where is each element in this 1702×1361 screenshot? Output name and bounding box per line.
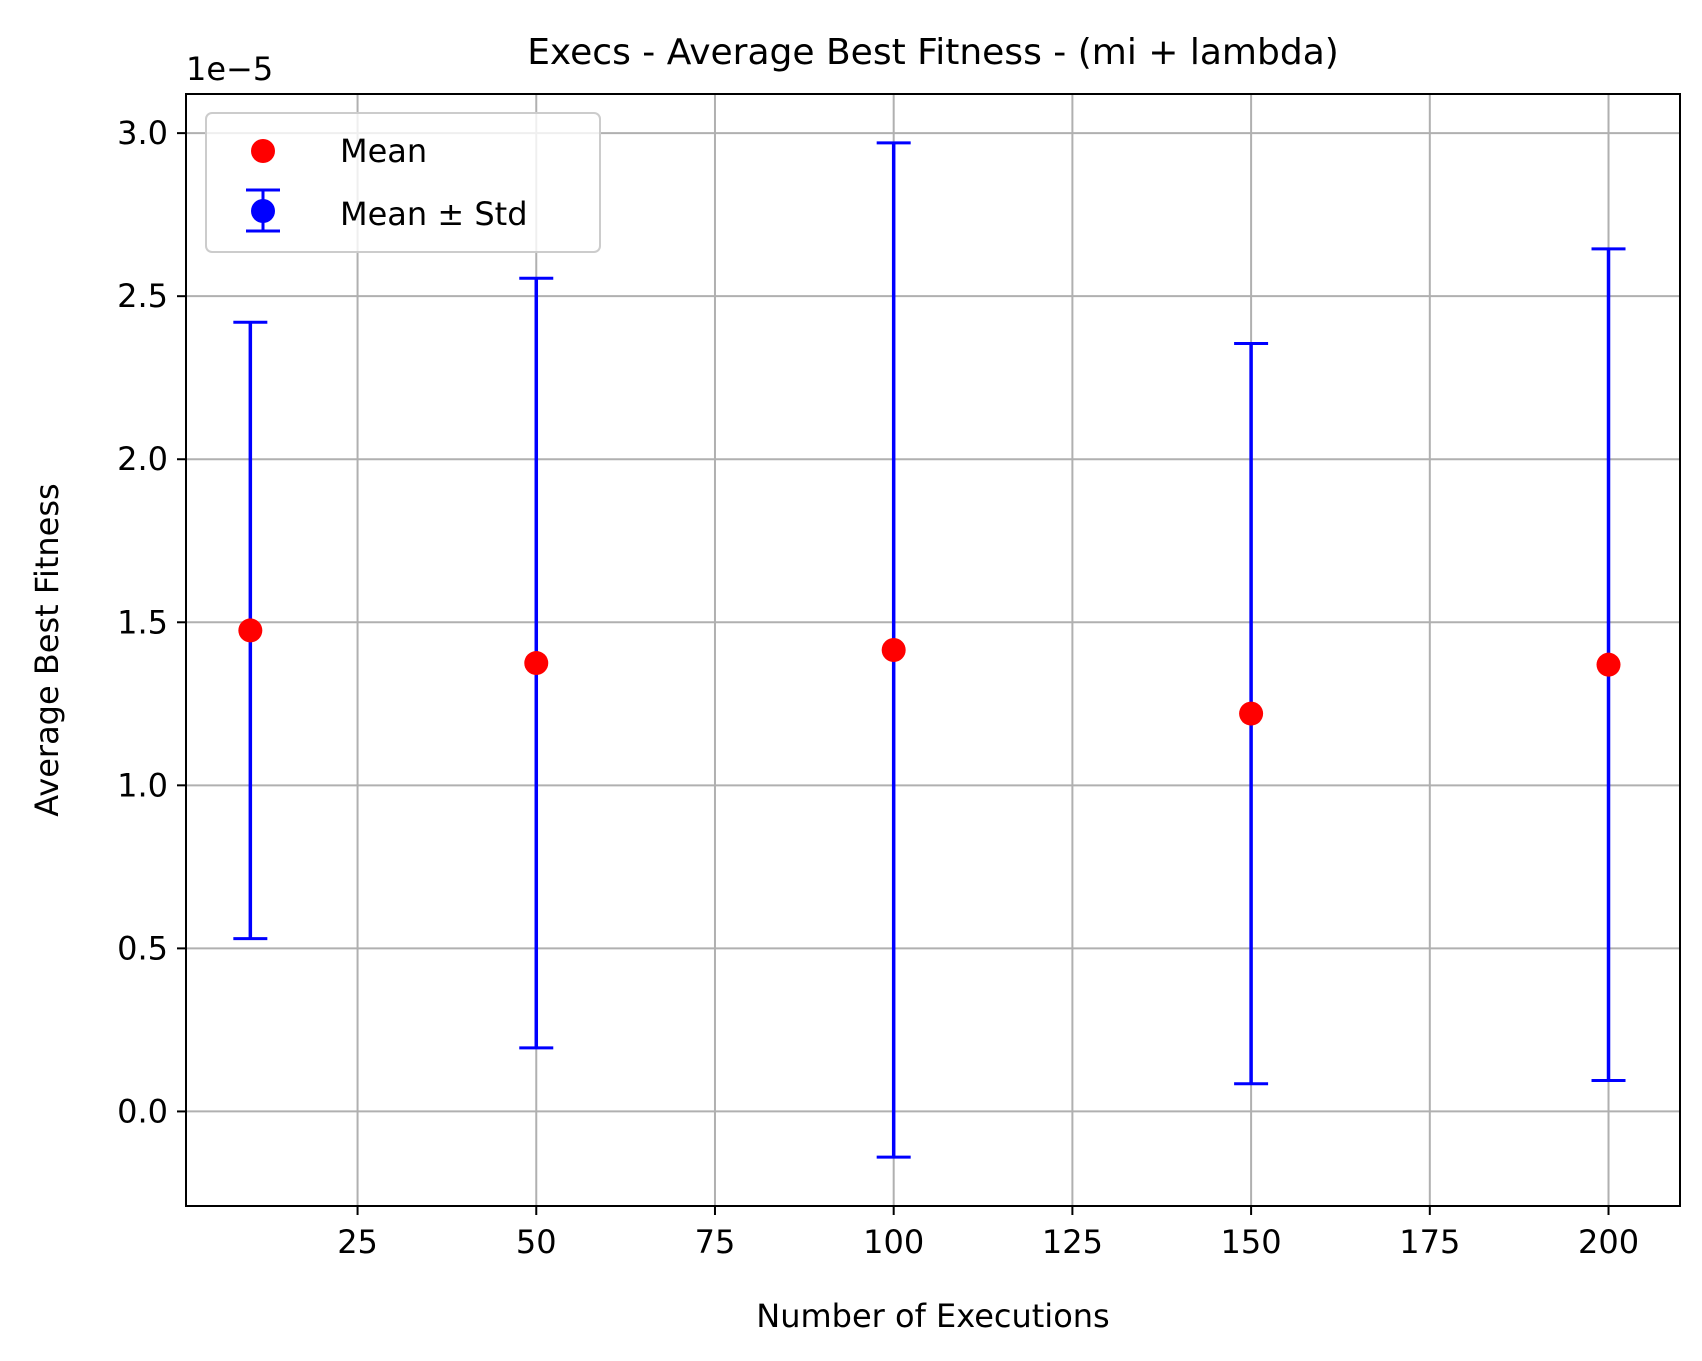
chart-title: Execs - Average Best Fitness - (mi + lam…	[527, 32, 1339, 73]
x-tick-label: 100	[863, 1223, 924, 1261]
legend-std-label: Mean ± Std	[340, 195, 528, 233]
mean-point	[1596, 652, 1621, 677]
legend-mean-label: Mean	[340, 132, 427, 170]
y-tick-label: 0.0	[117, 1092, 168, 1130]
y-tick-label: 0.5	[117, 929, 168, 967]
x-tick-label: 25	[337, 1223, 378, 1261]
ticks: 25 50 75 100 125 150 175 200 0.0 0.5 1.0 1.5 2.0 2.5 3…	[117, 114, 1639, 1261]
mean-point	[881, 638, 906, 662]
x-tick-label: 175	[1399, 1223, 1460, 1261]
x-tick-label: 50	[516, 1223, 557, 1261]
x-tick-label: 75	[695, 1223, 736, 1261]
y-tick-label: 3.0	[117, 114, 168, 152]
mean-points	[238, 618, 1621, 726]
x-tick-label: 125	[1042, 1223, 1103, 1261]
plot-frame	[185, 93, 1681, 1207]
legend-box	[205, 112, 601, 253]
mean-point	[524, 651, 549, 676]
mean-point	[238, 618, 263, 643]
y-tick-label: 1.0	[117, 766, 168, 804]
y-offset-label: 1e−5	[186, 50, 273, 88]
y-tick-label: 2.0	[117, 440, 168, 478]
x-tick-label: 150	[1221, 1223, 1282, 1261]
y-tick-label: 1.5	[117, 603, 168, 641]
y-axis-label: Average Best Fitness	[28, 483, 66, 816]
x-tick-label: 200	[1578, 1223, 1639, 1261]
legend: Mean Mean ± Std	[205, 112, 601, 253]
legend-std-marker	[246, 188, 280, 233]
y-tick-label: 2.5	[117, 277, 168, 315]
x-axis-label: Number of Executions	[756, 1297, 1109, 1335]
mean-point	[1239, 701, 1264, 726]
legend-mean-marker	[251, 139, 275, 163]
